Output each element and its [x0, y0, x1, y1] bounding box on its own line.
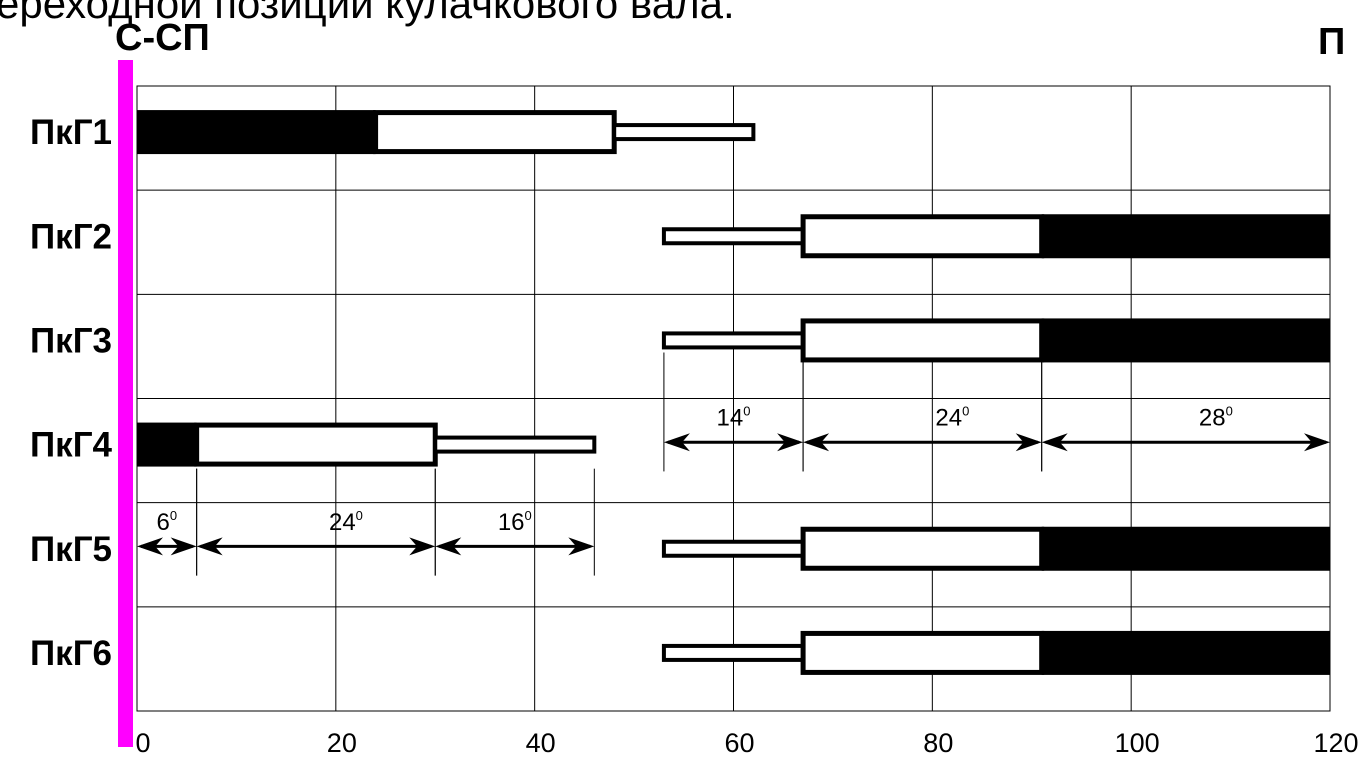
x-tick-label: 80	[923, 728, 953, 757]
bar-segment-open	[194, 422, 438, 467]
heading-text: ереходной позиции кулачкового вала.	[0, 0, 735, 27]
dimension-label: 140	[717, 404, 751, 432]
bars	[137, 110, 1330, 675]
arrowhead-right	[777, 433, 804, 452]
x-tick-label: 60	[724, 728, 754, 757]
row-label: ПкГ3	[30, 321, 112, 360]
arrowhead-left	[803, 433, 830, 452]
x-tick-label: 120	[1313, 728, 1358, 757]
bar-segment-thin	[661, 331, 806, 350]
bar-segment-solid	[1041, 630, 1330, 675]
bar-segment-thin	[661, 643, 806, 662]
dimension-label: 280	[1199, 404, 1233, 432]
row-label: ПкГ1	[30, 113, 112, 152]
start-position-label: С-СП	[115, 17, 210, 59]
dimension-label: 240	[935, 404, 969, 432]
x-tick-label: 0	[135, 728, 150, 757]
arrowhead-right	[409, 537, 436, 556]
row-labels: ПкГ1 ПкГ2 ПкГ3 ПкГ4 ПкГ5 ПкГ6	[30, 113, 113, 673]
dimensions: 140 240 280 60 240 160	[136, 352, 1331, 576]
arrowhead-left	[196, 537, 223, 556]
row-label: ПкГ6	[30, 634, 112, 673]
start-marker-line	[118, 60, 133, 747]
bar-segment-solid	[137, 110, 376, 155]
bar-segment-open	[800, 630, 1045, 675]
bar-segment-solid	[1041, 214, 1330, 259]
arrowhead-left	[663, 433, 690, 452]
bar-segment-thin	[612, 123, 756, 142]
arrowhead-left	[435, 537, 462, 556]
end-position-label: П	[1318, 21, 1345, 63]
x-tick-label: 40	[526, 728, 556, 757]
bar-segment-open	[800, 214, 1045, 259]
dimension-label: 240	[329, 508, 363, 536]
bar-segment-open	[800, 318, 1045, 363]
dimension-label: 60	[157, 508, 178, 536]
grid	[136, 85, 1331, 712]
arrowhead-right	[1015, 433, 1042, 452]
arrowhead-right	[1304, 433, 1330, 452]
bar-segment-open	[373, 110, 617, 155]
row-label: ПкГ5	[30, 530, 112, 569]
bar-segment-thin	[661, 227, 806, 246]
x-axis-ticks: 0 20 40 60 80 100 120	[135, 728, 1358, 757]
x-tick-label: 20	[327, 728, 357, 757]
bar-segment-solid	[1041, 526, 1330, 571]
bar-segment-solid	[137, 422, 197, 467]
bar-segment-open	[800, 526, 1045, 571]
dimension-label: 160	[498, 508, 532, 536]
arrowhead-right	[568, 537, 595, 556]
row-label: ПкГ4	[30, 426, 113, 465]
arrowhead-left	[1041, 433, 1068, 452]
row-label: ПкГ2	[30, 217, 112, 256]
bar-segment-solid	[1041, 318, 1330, 363]
arrowhead-right	[170, 537, 197, 556]
bar-segment-thin	[433, 435, 597, 454]
bar-segment-thin	[661, 539, 806, 558]
arrowhead-left	[137, 537, 163, 556]
x-tick-label: 100	[1115, 728, 1160, 757]
